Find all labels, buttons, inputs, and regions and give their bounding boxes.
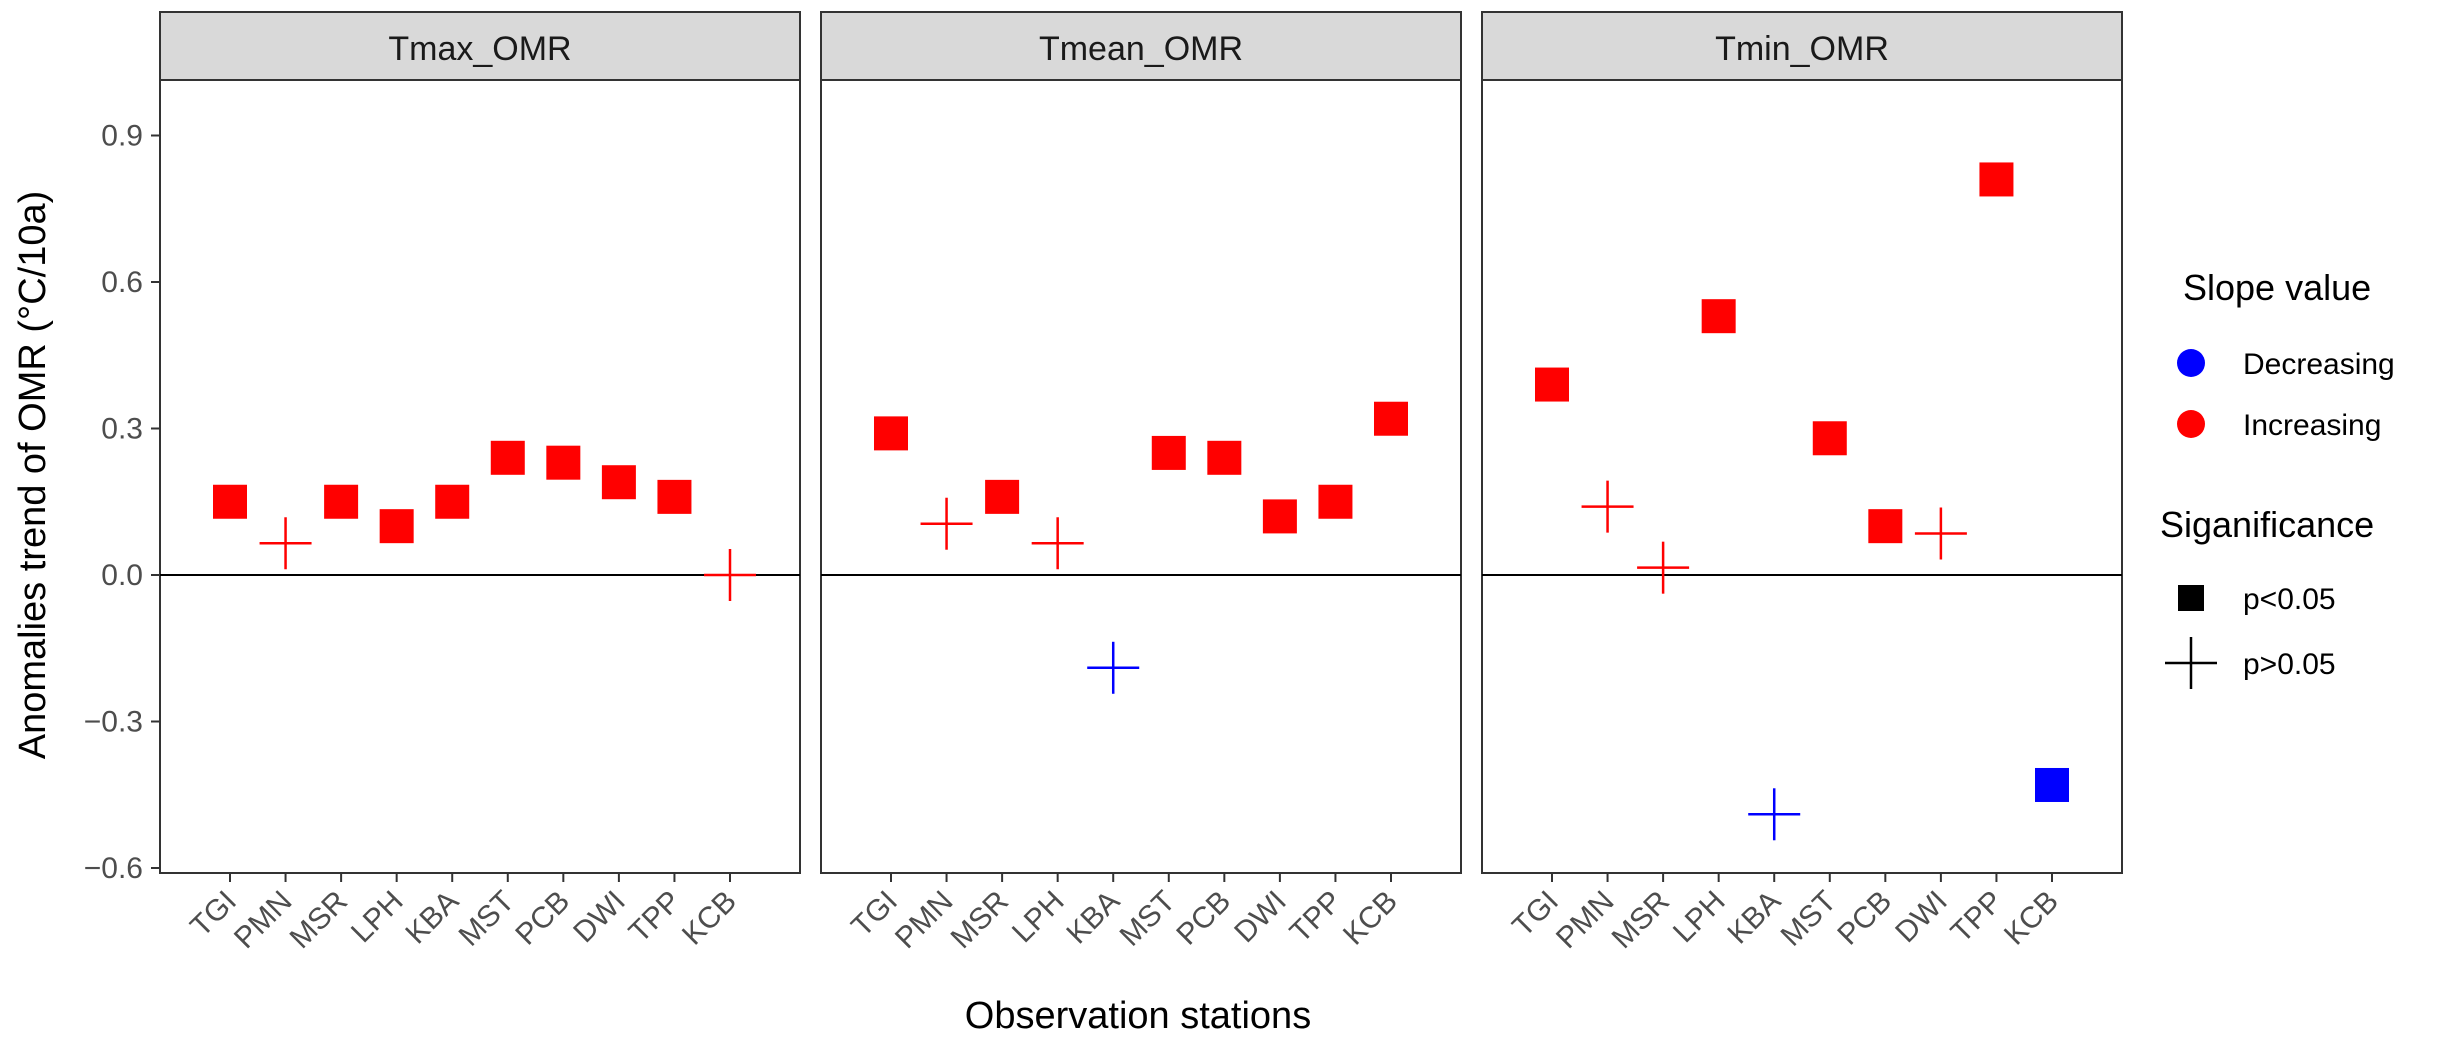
point-PMN-not-significant — [920, 497, 973, 550]
legend-cross-swatch — [2165, 637, 2217, 689]
point-KCB-significant — [1374, 401, 1408, 436]
point-MSR-significant — [324, 484, 359, 519]
x-tick-label: TPP — [623, 885, 688, 950]
x-tick-label: KCB — [676, 885, 743, 952]
x-tick-label: MSR — [945, 885, 1015, 955]
x-tick-label: DWI — [1889, 885, 1954, 950]
x-tick-label: KBA — [399, 885, 465, 951]
point-MST-significant — [1812, 421, 1847, 456]
x-tick-label: KBA — [1721, 885, 1787, 951]
legend-increasing-label: Increasing — [2243, 409, 2381, 442]
point-MSR-significant — [985, 479, 1020, 514]
point-PCB-significant — [1207, 440, 1242, 475]
x-tick-label: KBA — [1060, 885, 1126, 951]
x-tick-label: PCB — [1831, 885, 1898, 952]
point-TPP-significant — [657, 479, 692, 514]
point-KBA-significant — [435, 484, 470, 519]
x-tick-label: MSR — [284, 885, 354, 955]
legend-decreasing-label: Decreasing — [2243, 348, 2395, 381]
point-TPP-significant — [1318, 484, 1353, 519]
x-tick-label: KCB — [1337, 885, 1404, 952]
x-tick-label: MST — [1114, 885, 1182, 953]
facet-strip-label: Tmax_OMR — [388, 30, 571, 68]
y-tick-label: 0.9 — [101, 120, 143, 153]
point-PCB-significant — [546, 445, 581, 480]
legend-shape-label: p<0.05 — [2243, 583, 2336, 616]
legend-shape-title: Siganificance — [2160, 504, 2374, 545]
x-tick-label: PMN — [889, 885, 959, 955]
legend-increasing-swatch — [2177, 410, 2205, 438]
point-KCB-not-significant — [704, 549, 756, 601]
point-KCB-significant — [2035, 767, 2069, 802]
legend: Slope value Siganificance Decreasing Incr… — [2160, 267, 2395, 689]
point-TGI-significant — [213, 484, 247, 519]
x-tick-label: LPH — [345, 885, 410, 950]
facet-strip — [1481, 11, 2123, 81]
y-tick-label: −0.6 — [84, 852, 143, 885]
x-axis-title: Observation stations — [965, 995, 1311, 1037]
x-tick-label: MST — [1775, 885, 1843, 953]
point-DWI-significant — [601, 465, 636, 500]
x-tick-label: LPH — [1006, 885, 1071, 950]
point-LPH-not-significant — [1031, 517, 1084, 570]
point-PCB-significant — [1868, 509, 1903, 544]
legend-shape-label: p>0.05 — [2243, 648, 2336, 681]
point-LPH-significant — [379, 509, 414, 544]
point-MST-significant — [1151, 435, 1186, 470]
point-TGI-significant — [874, 416, 908, 451]
point-KBA-not-significant — [1748, 788, 1801, 841]
x-tick-label: PMN — [1550, 885, 1620, 955]
legend-items: Decreasing Increasing p<0.05 p>0.05 — [2165, 348, 2395, 689]
legend-square-swatch — [2178, 585, 2204, 611]
x-tick-label: PMN — [228, 885, 298, 955]
x-tick-label: MSR — [1606, 885, 1676, 955]
facet-strip-label: Tmean_OMR — [1039, 30, 1243, 68]
point-DWI-significant — [1262, 499, 1297, 534]
x-tick-label: DWI — [1228, 885, 1293, 950]
point-LPH-significant — [1701, 299, 1736, 334]
x-tick-label: TPP — [1945, 885, 2010, 950]
y-tick-label: −0.3 — [84, 706, 143, 739]
x-tick-label: PCB — [509, 885, 576, 952]
point-PMN-not-significant — [1581, 480, 1634, 533]
legend-color-title: Slope value — [2183, 267, 2371, 308]
point-TGI-significant — [1535, 367, 1569, 402]
point-TPP-significant — [1979, 162, 2014, 197]
point-MST-significant — [490, 440, 525, 475]
x-tick-label: LPH — [1667, 885, 1732, 950]
y-tick-label: 0.3 — [101, 413, 143, 446]
facet-strip — [820, 11, 1462, 81]
facet-panel — [820, 79, 1462, 874]
facet-panel — [1481, 79, 2123, 874]
y-tick-label: 0.0 — [101, 559, 143, 592]
x-tick-label: DWI — [567, 885, 632, 950]
y-axis: −0.6 −0.3 0.0 0.3 0.6 0.9 — [84, 120, 160, 885]
facet-strip — [159, 11, 801, 81]
x-tick-label: PCB — [1170, 885, 1237, 952]
x-tick-label: MST — [453, 885, 521, 953]
y-tick-label: 0.6 — [101, 266, 143, 299]
y-axis-title: Anomalies trend of OMR (°C/10a) — [12, 191, 54, 760]
facet-panel — [159, 79, 801, 874]
legend-decreasing-swatch — [2177, 349, 2205, 377]
point-KBA-not-significant — [1087, 641, 1140, 694]
point-MSR-not-significant — [1637, 541, 1690, 594]
facet-panels: Tmax_OMRTGIPMNMSRLPHKBAMSTPCBDWITPPKCBTm… — [159, 11, 2123, 955]
facet-strip-label: Tmin_OMR — [1715, 30, 1889, 68]
point-PMN-not-significant — [259, 517, 312, 570]
point-DWI-not-significant — [1914, 507, 1967, 560]
x-tick-label: TPP — [1284, 885, 1349, 950]
x-tick-label: KCB — [1998, 885, 2065, 952]
